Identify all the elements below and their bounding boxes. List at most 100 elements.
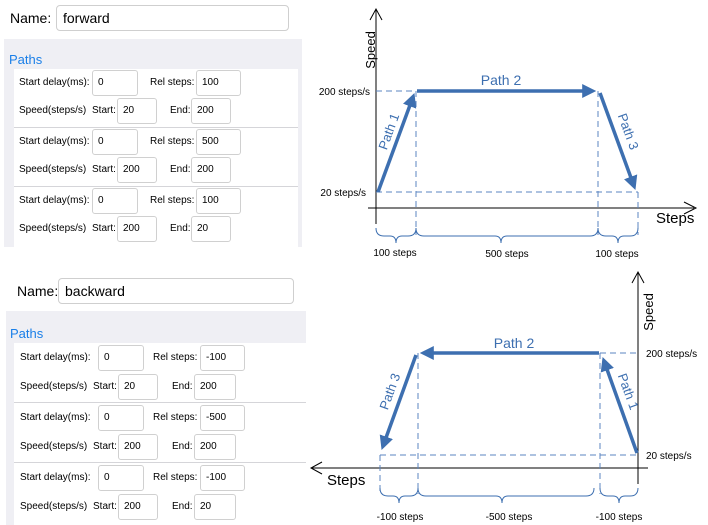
start-delay-label: Start delay(ms):: [19, 136, 90, 147]
rel-steps-label: Rel steps:: [150, 195, 195, 206]
rel-steps-input[interactable]: -100: [200, 345, 245, 371]
y-tick-low: 20 steps/s: [646, 451, 692, 462]
speed-start-input[interactable]: 20: [117, 98, 157, 124]
speed-start-label: Start:: [93, 381, 117, 392]
speed-end-input[interactable]: 20: [191, 216, 231, 242]
path-row-2: Start delay(ms): 0 Rel steps: -500 Speed…: [14, 403, 306, 461]
name-label: Name:: [17, 283, 59, 299]
speed-end-label: End:: [172, 381, 193, 392]
start-delay-input[interactable]: 0: [98, 345, 144, 371]
path-3-arrow: [379, 354, 418, 450]
speed-end-input[interactable]: 200: [194, 374, 236, 400]
speed-label: Speed(steps/s): [19, 164, 87, 175]
speed-end-input[interactable]: 200: [194, 434, 236, 460]
y-tick-high: 200 steps/s: [319, 87, 370, 98]
path-1-label: Path 1: [375, 111, 402, 151]
path-2-label: Path 2: [481, 72, 522, 88]
path-row-1: Start delay(ms): 0 Rel steps: 100 Speed(…: [14, 69, 298, 127]
speed-end-label: End:: [170, 164, 191, 175]
rel-steps-input[interactable]: 100: [196, 70, 241, 96]
paths-panel: Paths Start delay(ms): 0 Rel steps: 100 …: [4, 39, 302, 247]
forward-speed-diagram: Speed Steps 200 steps/s 20 steps/s Path …: [319, 7, 698, 260]
speed-end-label: End:: [170, 105, 191, 116]
speed-label: Speed(steps/s): [20, 501, 88, 512]
rel-steps-input[interactable]: -500: [200, 405, 245, 431]
speed-start-input[interactable]: 200: [118, 434, 158, 460]
x-axis-arrow-icon: [309, 461, 323, 475]
speed-end-label: End:: [170, 223, 191, 234]
path-row-3: Start delay(ms): 0 Rel steps: 100 Speed(…: [14, 187, 298, 245]
span-label-2: 500 steps: [485, 249, 528, 260]
guide-lines: [379, 352, 638, 494]
path-2-label: Path 2: [494, 335, 535, 351]
span-braces: [379, 487, 639, 504]
rel-steps-input[interactable]: 100: [196, 188, 241, 214]
paths-list: Start delay(ms): 0 Rel steps: 100 Speed(…: [14, 69, 298, 247]
paths-panel: Paths Start delay(ms): 0 Rel steps: -100…: [6, 311, 306, 525]
start-delay-label: Start delay(ms):: [20, 412, 91, 423]
paths-title: Paths: [10, 326, 44, 341]
y-tick-high: 200 steps/s: [646, 349, 697, 360]
rel-steps-label: Rel steps:: [153, 412, 198, 423]
x-axis-label: Steps: [327, 472, 365, 489]
y-axis-label: Speed: [363, 31, 378, 69]
row-divider: [14, 186, 298, 187]
speed-start-input[interactable]: 200: [117, 157, 157, 183]
start-delay-label: Start delay(ms):: [20, 472, 91, 483]
path-1-arrow: [600, 357, 639, 454]
speed-start-input[interactable]: 200: [117, 216, 157, 242]
speed-end-input[interactable]: 20: [194, 494, 236, 520]
path-row-1: Start delay(ms): 0 Rel steps: -100 Speed…: [14, 343, 306, 401]
rel-steps-label: Rel steps:: [153, 352, 198, 363]
start-delay-label: Start delay(ms):: [19, 77, 90, 88]
name-label: Name:: [10, 10, 52, 26]
speed-end-input[interactable]: 200: [191, 157, 231, 183]
rel-steps-input[interactable]: 500: [196, 129, 241, 155]
start-delay-input[interactable]: 0: [92, 188, 138, 214]
y-axis-arrow-icon: [631, 270, 645, 284]
path-row-3: Start delay(ms): 0 Rel steps: -100 Speed…: [14, 463, 306, 521]
speed-label: Speed(steps/s): [20, 381, 88, 392]
x-axis-label: Steps: [656, 210, 694, 227]
rel-steps-label: Rel steps:: [150, 136, 195, 147]
start-delay-input[interactable]: 0: [98, 405, 144, 431]
speed-end-input[interactable]: 200: [191, 98, 231, 124]
start-delay-input[interactable]: 0: [98, 465, 144, 491]
x-axis-arrow-icon: [683, 201, 698, 215]
start-delay-label: Start delay(ms):: [20, 352, 91, 363]
speed-label: Speed(steps/s): [19, 223, 87, 234]
row-divider: [14, 127, 298, 128]
span-label-1: -100 steps: [377, 512, 424, 523]
speed-start-label: Start:: [92, 105, 116, 116]
speed-end-label: End:: [172, 441, 193, 452]
paths-list: Start delay(ms): 0 Rel steps: -100 Speed…: [14, 343, 306, 525]
speed-label: Speed(steps/s): [20, 441, 88, 452]
y-axis-arrow-icon: [369, 7, 383, 21]
start-delay-input[interactable]: 0: [92, 129, 138, 155]
row-divider: [14, 402, 306, 403]
paths-title: Paths: [9, 52, 43, 67]
span-label-3: -100 steps: [596, 512, 643, 523]
speed-end-label: End:: [172, 501, 193, 512]
speed-start-label: Start:: [93, 501, 117, 512]
row-divider: [14, 462, 306, 463]
speed-start-input[interactable]: 20: [118, 374, 158, 400]
rel-steps-input[interactable]: -100: [200, 465, 245, 491]
y-tick-low: 20 steps/s: [320, 188, 366, 199]
span-label-3: 100 steps: [595, 249, 638, 260]
y-axis-label: Speed: [641, 293, 656, 331]
speed-start-input[interactable]: 200: [118, 494, 158, 520]
name-input[interactable]: forward: [56, 5, 289, 31]
path-row-2: Start delay(ms): 0 Rel steps: 500 Speed(…: [14, 128, 298, 186]
speed-start-label: Start:: [92, 223, 116, 234]
speed-start-label: Start:: [92, 164, 116, 175]
span-label-1: 100 steps: [373, 248, 416, 259]
path-3-arrow: [598, 92, 638, 190]
span-braces: [375, 227, 639, 244]
rel-steps-label: Rel steps:: [153, 472, 198, 483]
rel-steps-label: Rel steps:: [150, 77, 195, 88]
backward-speed-diagram: Speed Steps 200 steps/s 20 steps/s Path …: [309, 270, 697, 523]
start-delay-input[interactable]: 0: [92, 70, 138, 96]
name-input[interactable]: backward: [58, 278, 294, 304]
speed-start-label: Start:: [93, 441, 117, 452]
